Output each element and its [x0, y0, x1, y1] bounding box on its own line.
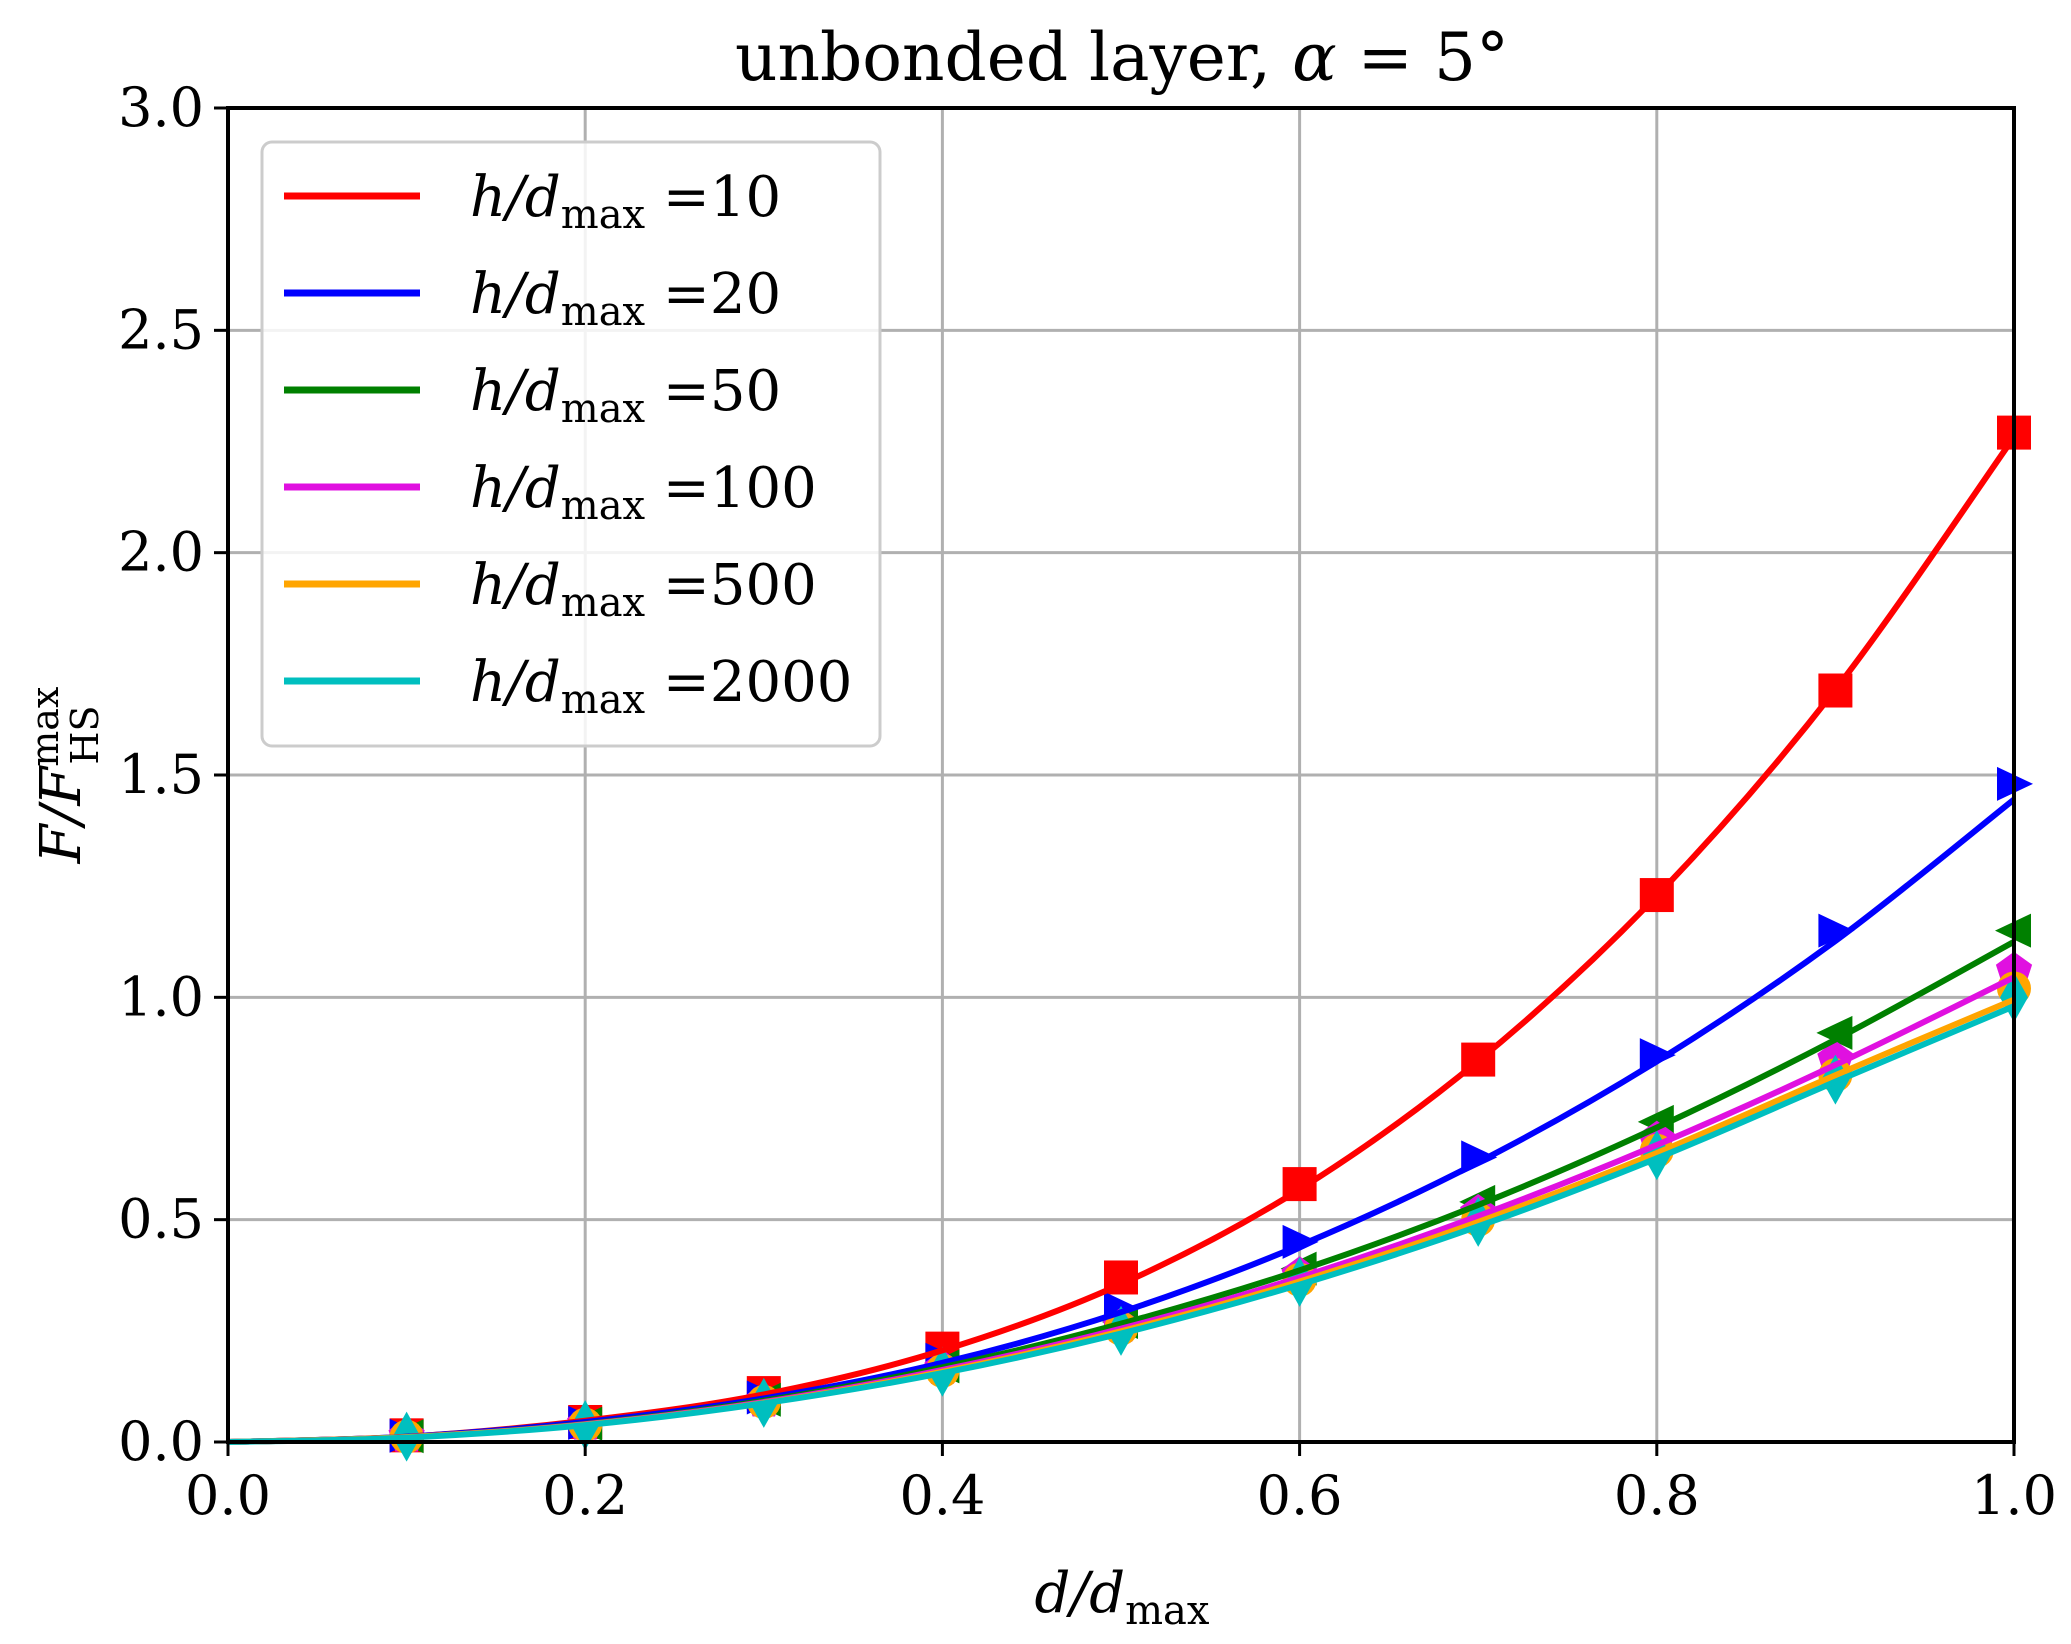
x-tick-label: 0.6 — [1257, 1464, 1343, 1527]
x-tick-label: 0.4 — [899, 1464, 985, 1527]
legend-entry-2000: h/dmax =2000 — [284, 650, 852, 723]
legend-entry-10: h/dmax =10 — [284, 165, 781, 238]
legend-label: h/dmax =50 — [470, 359, 781, 432]
legend-label: h/dmax =20 — [470, 262, 781, 335]
series-50-markers — [387, 913, 2031, 1454]
legend: h/dmax =10 h/dmax =20 h/dmax =50 h/dmax =10… — [260, 140, 882, 748]
y-tick-label: 1.0 — [118, 965, 204, 1028]
series-2000-markers — [392, 972, 2028, 1462]
marker-50 — [1816, 1015, 1853, 1050]
y-tick-label: 0.0 — [118, 1410, 204, 1473]
series-line-50 — [227, 939, 2016, 1445]
x-tick-label: 1.0 — [1971, 1464, 2057, 1527]
legend-entry-100: h/dmax =100 — [284, 456, 817, 529]
x-tick-label: 0.2 — [542, 1464, 628, 1527]
legend-label: h/dmax =10 — [470, 165, 781, 238]
y-tick-label: 2.5 — [118, 298, 204, 361]
legend-entry-500: h/dmax =500 — [284, 553, 817, 626]
marker-20 — [1818, 913, 1855, 948]
chart-title: unbonded layer, α = 5° — [735, 19, 1509, 96]
legend-entry-50: h/dmax =50 — [284, 359, 781, 432]
series-20-markers — [389, 766, 2033, 1453]
series-100-markers — [388, 951, 2033, 1452]
y-tick-label: 1.5 — [118, 743, 204, 806]
series-line-100 — [227, 974, 2016, 1445]
legend-label: h/dmax =100 — [470, 456, 817, 529]
y-tick-label: 0.5 — [118, 1188, 204, 1251]
y-axis-label: F/FmaxHS — [23, 687, 107, 865]
legend-entry-20: h/dmax =20 — [284, 262, 781, 335]
y-tick-label: 3.0 — [118, 76, 204, 139]
x-tick-label: 0.0 — [185, 1464, 271, 1527]
series-line-2000 — [227, 1003, 2016, 1445]
legend-label: h/dmax =2000 — [470, 650, 852, 723]
ticks: 0.0 0.2 0.4 0.6 0.8 1.0 0.0 0.5 1.0 1.5 2.0 2.5 3.0 — [118, 76, 2057, 1527]
series-layer — [227, 415, 2033, 1462]
series-500-markers — [389, 971, 2031, 1454]
x-axis-label: d/dmax — [1035, 1561, 1210, 1634]
x-tick-label: 0.8 — [1614, 1464, 1700, 1527]
y-tick-label: 2.0 — [118, 521, 204, 584]
legend-label: h/dmax =500 — [470, 553, 817, 626]
